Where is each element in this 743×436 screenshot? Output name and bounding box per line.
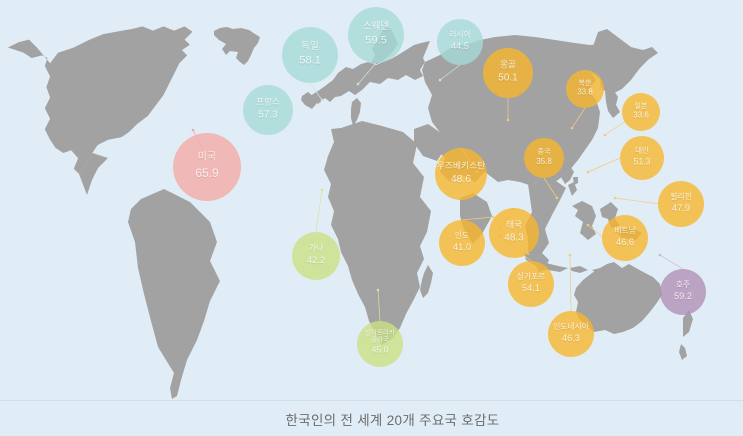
- svg-text:호주: 호주: [676, 280, 690, 289]
- svg-text:54.1: 54.1: [522, 283, 540, 293]
- svg-text:공화국: 공화국: [371, 336, 389, 344]
- svg-text:일본: 일본: [635, 101, 648, 110]
- svg-text:48.3: 48.3: [504, 233, 524, 244]
- svg-text:48.6: 48.6: [451, 174, 471, 185]
- svg-text:태국: 태국: [506, 220, 522, 230]
- svg-text:러시아: 러시아: [449, 29, 471, 39]
- svg-text:65.9: 65.9: [195, 166, 219, 180]
- svg-text:46.6: 46.6: [616, 237, 634, 247]
- svg-text:59.2: 59.2: [674, 291, 692, 301]
- svg-text:독일: 독일: [301, 41, 318, 52]
- svg-text:33.8: 33.8: [577, 88, 593, 97]
- svg-text:남아프리카: 남아프리카: [365, 327, 395, 336]
- svg-text:인도: 인도: [455, 230, 469, 240]
- svg-text:44.5: 44.5: [451, 41, 469, 51]
- svg-text:47.9: 47.9: [672, 203, 690, 213]
- svg-text:42.2: 42.2: [307, 255, 326, 266]
- svg-text:싱가포르: 싱가포르: [517, 271, 546, 281]
- svg-text:북한: 북한: [579, 79, 592, 87]
- svg-text:35.8: 35.8: [536, 157, 552, 166]
- svg-text:몽골: 몽골: [500, 60, 516, 70]
- svg-text:가나: 가나: [308, 244, 324, 253]
- svg-text:33.6: 33.6: [633, 111, 649, 120]
- svg-text:우즈베키스탄: 우즈베키스탄: [437, 160, 486, 170]
- svg-text:41.0: 41.0: [453, 242, 471, 252]
- svg-text:대만: 대만: [635, 146, 649, 155]
- svg-text:57.3: 57.3: [258, 110, 278, 121]
- svg-text:인도네시아: 인도네시아: [553, 321, 589, 331]
- svg-text:베트남: 베트남: [614, 226, 636, 235]
- svg-text:58.1: 58.1: [299, 54, 321, 66]
- svg-text:스웨덴: 스웨덴: [363, 20, 389, 32]
- svg-text:46.3: 46.3: [562, 333, 580, 343]
- svg-text:50.1: 50.1: [498, 73, 518, 84]
- svg-text:미국: 미국: [198, 151, 216, 163]
- svg-text:51.3: 51.3: [633, 157, 650, 167]
- svg-text:필리핀: 필리핀: [670, 191, 692, 201]
- svg-text:59.5: 59.5: [365, 34, 387, 46]
- svg-text:프랑스: 프랑스: [256, 97, 280, 107]
- svg-text:중국: 중국: [538, 148, 551, 156]
- svg-text:45.0: 45.0: [372, 345, 389, 355]
